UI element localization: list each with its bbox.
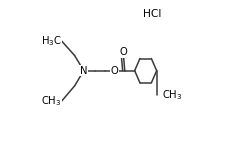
Text: N: N bbox=[80, 66, 88, 76]
Text: CH$_3$: CH$_3$ bbox=[162, 88, 183, 102]
Text: H$_3$C: H$_3$C bbox=[41, 34, 62, 48]
Text: O: O bbox=[110, 66, 118, 76]
Text: HCl: HCl bbox=[143, 9, 161, 19]
Text: CH$_3$: CH$_3$ bbox=[41, 94, 62, 108]
Text: O: O bbox=[119, 47, 127, 57]
